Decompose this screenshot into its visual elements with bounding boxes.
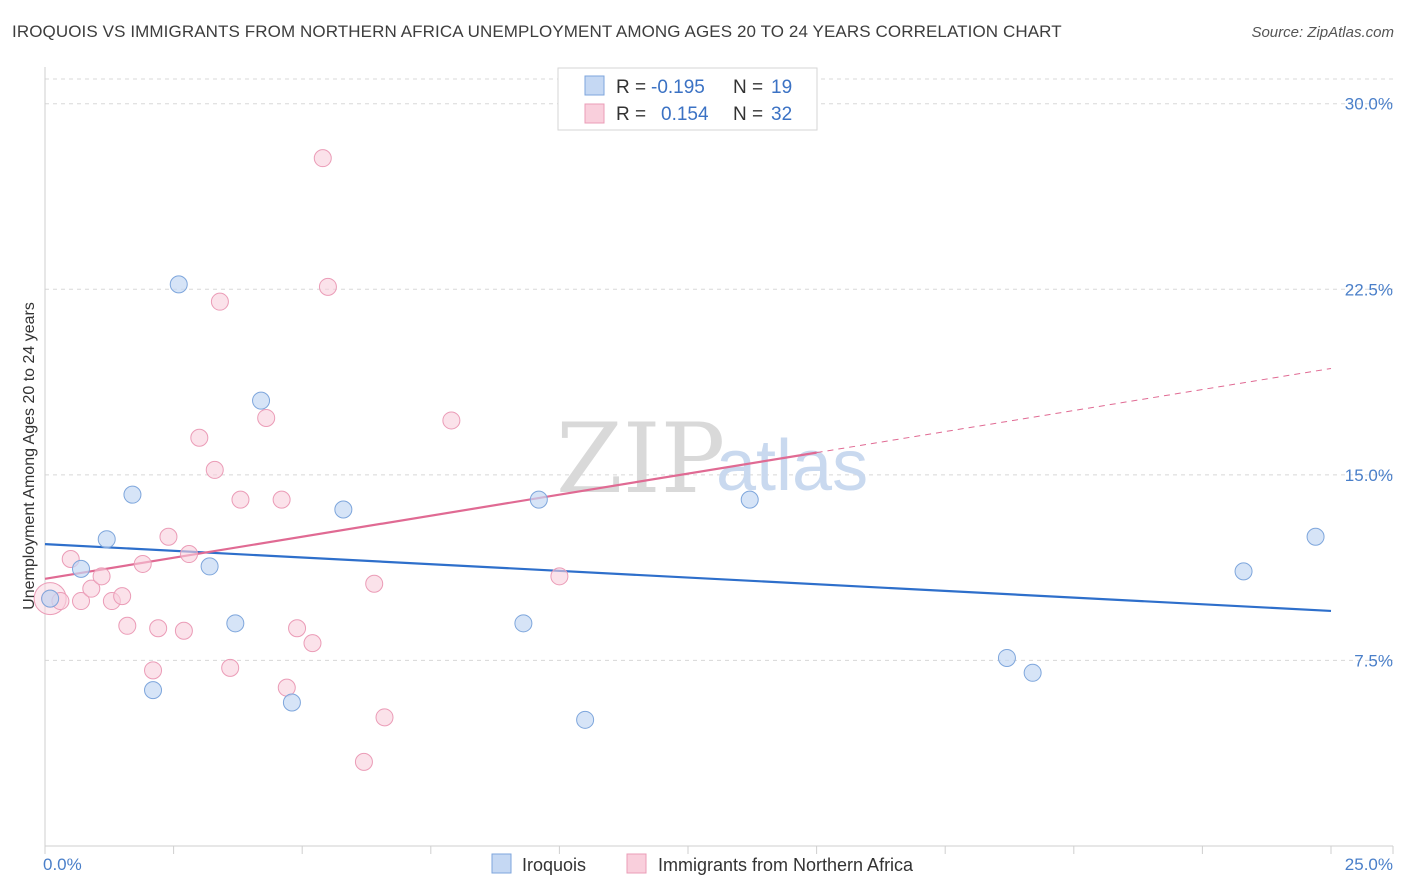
data-point-iroquois (169, 275, 188, 294)
legend-swatch-immigrants (584, 103, 605, 124)
bottom-legend-swatch-iroquois (491, 853, 512, 874)
bottom-legend-label: Iroquois (522, 855, 586, 875)
data-point-iroquois (740, 490, 759, 509)
data-point-immigrants (92, 567, 111, 586)
data-point-immigrants (149, 619, 168, 638)
legend-r-value: -0.195 (651, 77, 705, 98)
source-label: Source: ZipAtlas.com (1251, 24, 1394, 41)
data-point-immigrants (82, 579, 101, 598)
y-tick-label: 15.0% (1345, 466, 1393, 485)
data-points (33, 149, 1325, 771)
data-point-immigrants (205, 460, 224, 479)
grid-lines (45, 78, 1393, 661)
legend-n-label: N = (733, 77, 763, 98)
data-point-iroquois (200, 557, 219, 576)
data-point-iroquois (529, 490, 548, 509)
y-tick-label: 22.5% (1345, 280, 1393, 299)
data-point-immigrants (159, 527, 178, 546)
legend-n-value: 19 (771, 77, 792, 98)
legend-n-value: 32 (771, 104, 792, 125)
data-point-immigrants (231, 490, 250, 509)
watermark: ZIP atlas (556, 403, 868, 515)
data-point-immigrants (303, 634, 322, 653)
data-point-immigrants (113, 587, 132, 606)
data-point-immigrants (550, 567, 569, 586)
data-point-immigrants (318, 277, 337, 296)
data-point-iroquois (252, 391, 271, 410)
data-point-iroquois (997, 648, 1016, 667)
legend-swatch-iroquois (584, 75, 605, 96)
data-point-immigrants (144, 661, 163, 680)
series-legend: Iroquois Immigrants from Northern Africa (491, 853, 914, 875)
data-point-iroquois (1023, 663, 1042, 682)
data-point-immigrants (375, 708, 394, 727)
data-point-iroquois (576, 710, 595, 729)
y-axis-label: Unemployment Among Ages 20 to 24 years (21, 302, 38, 610)
data-point-immigrants (221, 658, 240, 677)
legend-n-label: N = (733, 104, 763, 125)
y-tick-label: 7.5% (1354, 651, 1393, 670)
data-point-immigrants (272, 490, 291, 509)
data-point-immigrants (118, 616, 137, 635)
correlation-legend: R = -0.195 N = 19 R = 0.154 N = 32 (557, 67, 818, 131)
data-point-immigrants (210, 292, 229, 311)
legend-r-label: R = (616, 104, 646, 125)
data-point-immigrants (354, 752, 373, 771)
data-point-immigrants (365, 574, 384, 593)
data-point-iroquois (144, 681, 163, 700)
data-point-iroquois (123, 485, 142, 504)
legend-r-value: 0.154 (661, 104, 709, 125)
data-point-immigrants (190, 428, 209, 447)
watermark-zip: ZIP (556, 403, 725, 515)
x-tick-label: 0.0% (43, 855, 82, 874)
trend-line-immigrants-extension (816, 367, 1332, 454)
data-point-immigrants (180, 545, 199, 564)
data-point-iroquois (282, 693, 301, 712)
x-tick-label: 25.0% (1345, 855, 1393, 874)
data-point-iroquois (334, 500, 353, 519)
data-point-iroquois (41, 589, 60, 608)
data-point-immigrants (288, 619, 307, 638)
bottom-legend-swatch-immigrants (626, 853, 647, 874)
bottom-legend-label: Immigrants from Northern Africa (658, 855, 914, 875)
data-point-iroquois (97, 530, 116, 549)
data-point-iroquois (72, 559, 91, 578)
data-point-iroquois (1306, 527, 1325, 546)
tick-labels: 7.5% 15.0% 22.5% 30.0% 0.0% 25.0% (43, 95, 1393, 874)
data-point-iroquois (514, 614, 533, 633)
data-point-immigrants (174, 621, 193, 640)
data-point-immigrants (133, 554, 152, 573)
trend-line-immigrants (44, 451, 817, 580)
trend-lines (44, 367, 1332, 613)
data-point-immigrants (442, 411, 461, 430)
data-point-immigrants (72, 592, 91, 611)
data-point-immigrants (257, 408, 276, 427)
y-tick-label: 30.0% (1345, 95, 1393, 114)
data-point-iroquois (226, 614, 245, 633)
chart-title: IROQUOIS VS IMMIGRANTS FROM NORTHERN AFR… (12, 22, 1062, 41)
data-point-immigrants (313, 149, 332, 168)
trend-line-iroquois (44, 543, 1332, 613)
axes (44, 67, 1394, 854)
data-point-iroquois (1234, 562, 1253, 581)
legend-r-label: R = (616, 77, 646, 98)
